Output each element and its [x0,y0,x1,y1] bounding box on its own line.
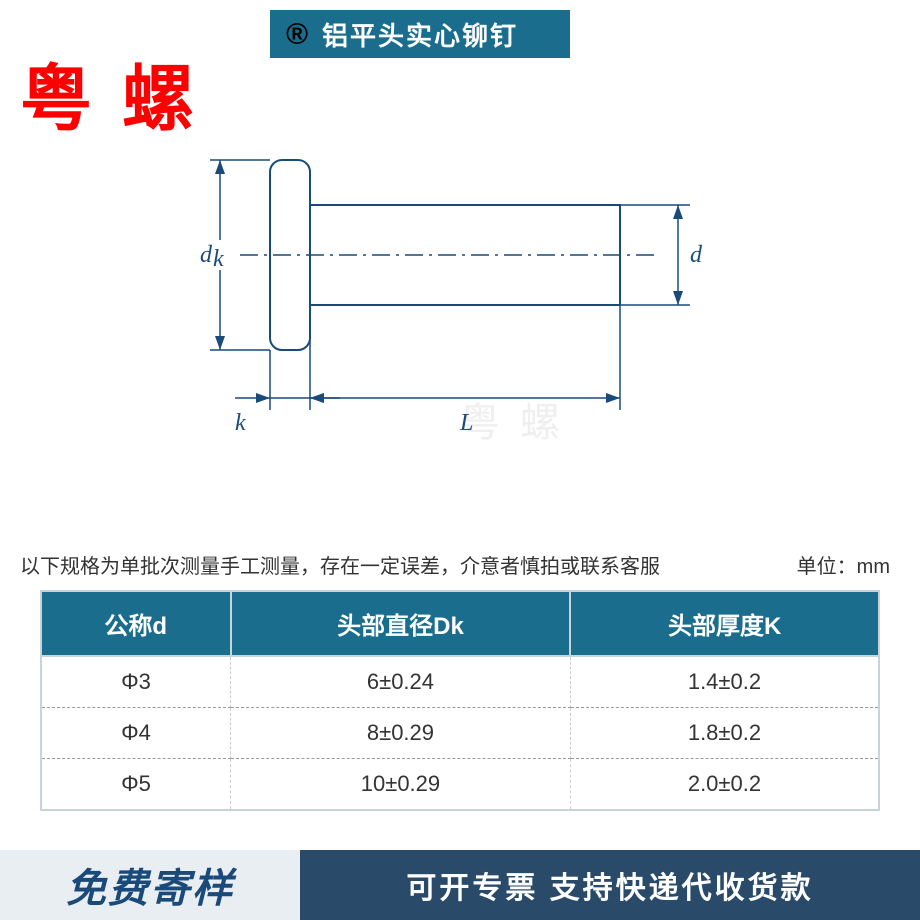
table-row: Φ5 10±0.29 2.0±0.2 [41,759,879,811]
rivet-diagram: d k d k L [180,90,740,450]
unit-label: 单位：mm [797,550,890,579]
spec-table: 公称d 头部直径Dk 头部厚度K Φ3 6±0.24 1.4±0.2 Φ4 8±… [40,590,880,811]
product-title: 铝平头实心铆钉 [322,16,518,53]
col-head-diameter: 头部直径Dk [231,591,571,656]
product-title-banner: 铝平头实心铆钉 [270,10,570,58]
svg-text:d: d [200,242,213,268]
svg-text:L: L [459,410,473,436]
table-row: Φ4 8±0.29 1.8±0.2 [41,708,879,759]
col-nominal-d: 公称d [41,591,231,656]
registered-icon: ® [286,18,308,52]
measurement-note: 以下规格为单批次测量手工测量，存在一定误差，介意者慎拍或联系客服 [20,550,660,579]
free-sample-badge: 免费寄样 [0,850,300,920]
bottom-bar: 免费寄样 可开专票 支持快递代收货款 [0,850,920,920]
table-header-row: 公称d 头部直径Dk 头部厚度K [41,591,879,656]
col-head-thickness: 头部厚度K [570,591,879,656]
bottom-info-text: 可开专票 支持快递代收货款 [300,850,920,920]
svg-text:k: k [213,246,224,272]
table-row: Φ3 6±0.24 1.4±0.2 [41,656,879,708]
svg-text:k: k [235,410,246,436]
svg-text:d: d [690,242,703,268]
